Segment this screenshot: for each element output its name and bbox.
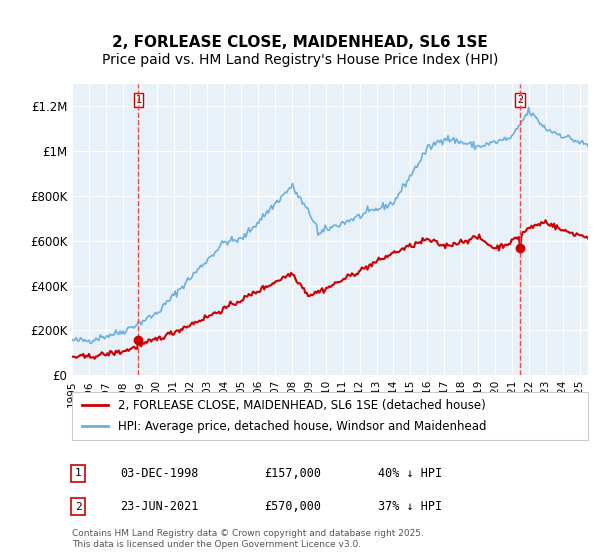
Text: £157,000: £157,000 [264, 466, 321, 480]
Text: 2: 2 [74, 502, 82, 512]
Text: 23-JUN-2021: 23-JUN-2021 [120, 500, 199, 514]
Text: 40% ↓ HPI: 40% ↓ HPI [378, 466, 442, 480]
Text: Price paid vs. HM Land Registry's House Price Index (HPI): Price paid vs. HM Land Registry's House … [102, 53, 498, 67]
Text: HPI: Average price, detached house, Windsor and Maidenhead: HPI: Average price, detached house, Wind… [118, 420, 487, 433]
Text: 1: 1 [136, 95, 142, 105]
Text: £570,000: £570,000 [264, 500, 321, 514]
Text: 2, FORLEASE CLOSE, MAIDENHEAD, SL6 1SE (detached house): 2, FORLEASE CLOSE, MAIDENHEAD, SL6 1SE (… [118, 399, 486, 412]
Text: 03-DEC-1998: 03-DEC-1998 [120, 466, 199, 480]
Text: 1: 1 [74, 468, 82, 478]
Text: 2, FORLEASE CLOSE, MAIDENHEAD, SL6 1SE: 2, FORLEASE CLOSE, MAIDENHEAD, SL6 1SE [112, 35, 488, 50]
Text: 37% ↓ HPI: 37% ↓ HPI [378, 500, 442, 514]
Text: Contains HM Land Registry data © Crown copyright and database right 2025.
This d: Contains HM Land Registry data © Crown c… [72, 529, 424, 549]
Text: 2: 2 [517, 95, 523, 105]
